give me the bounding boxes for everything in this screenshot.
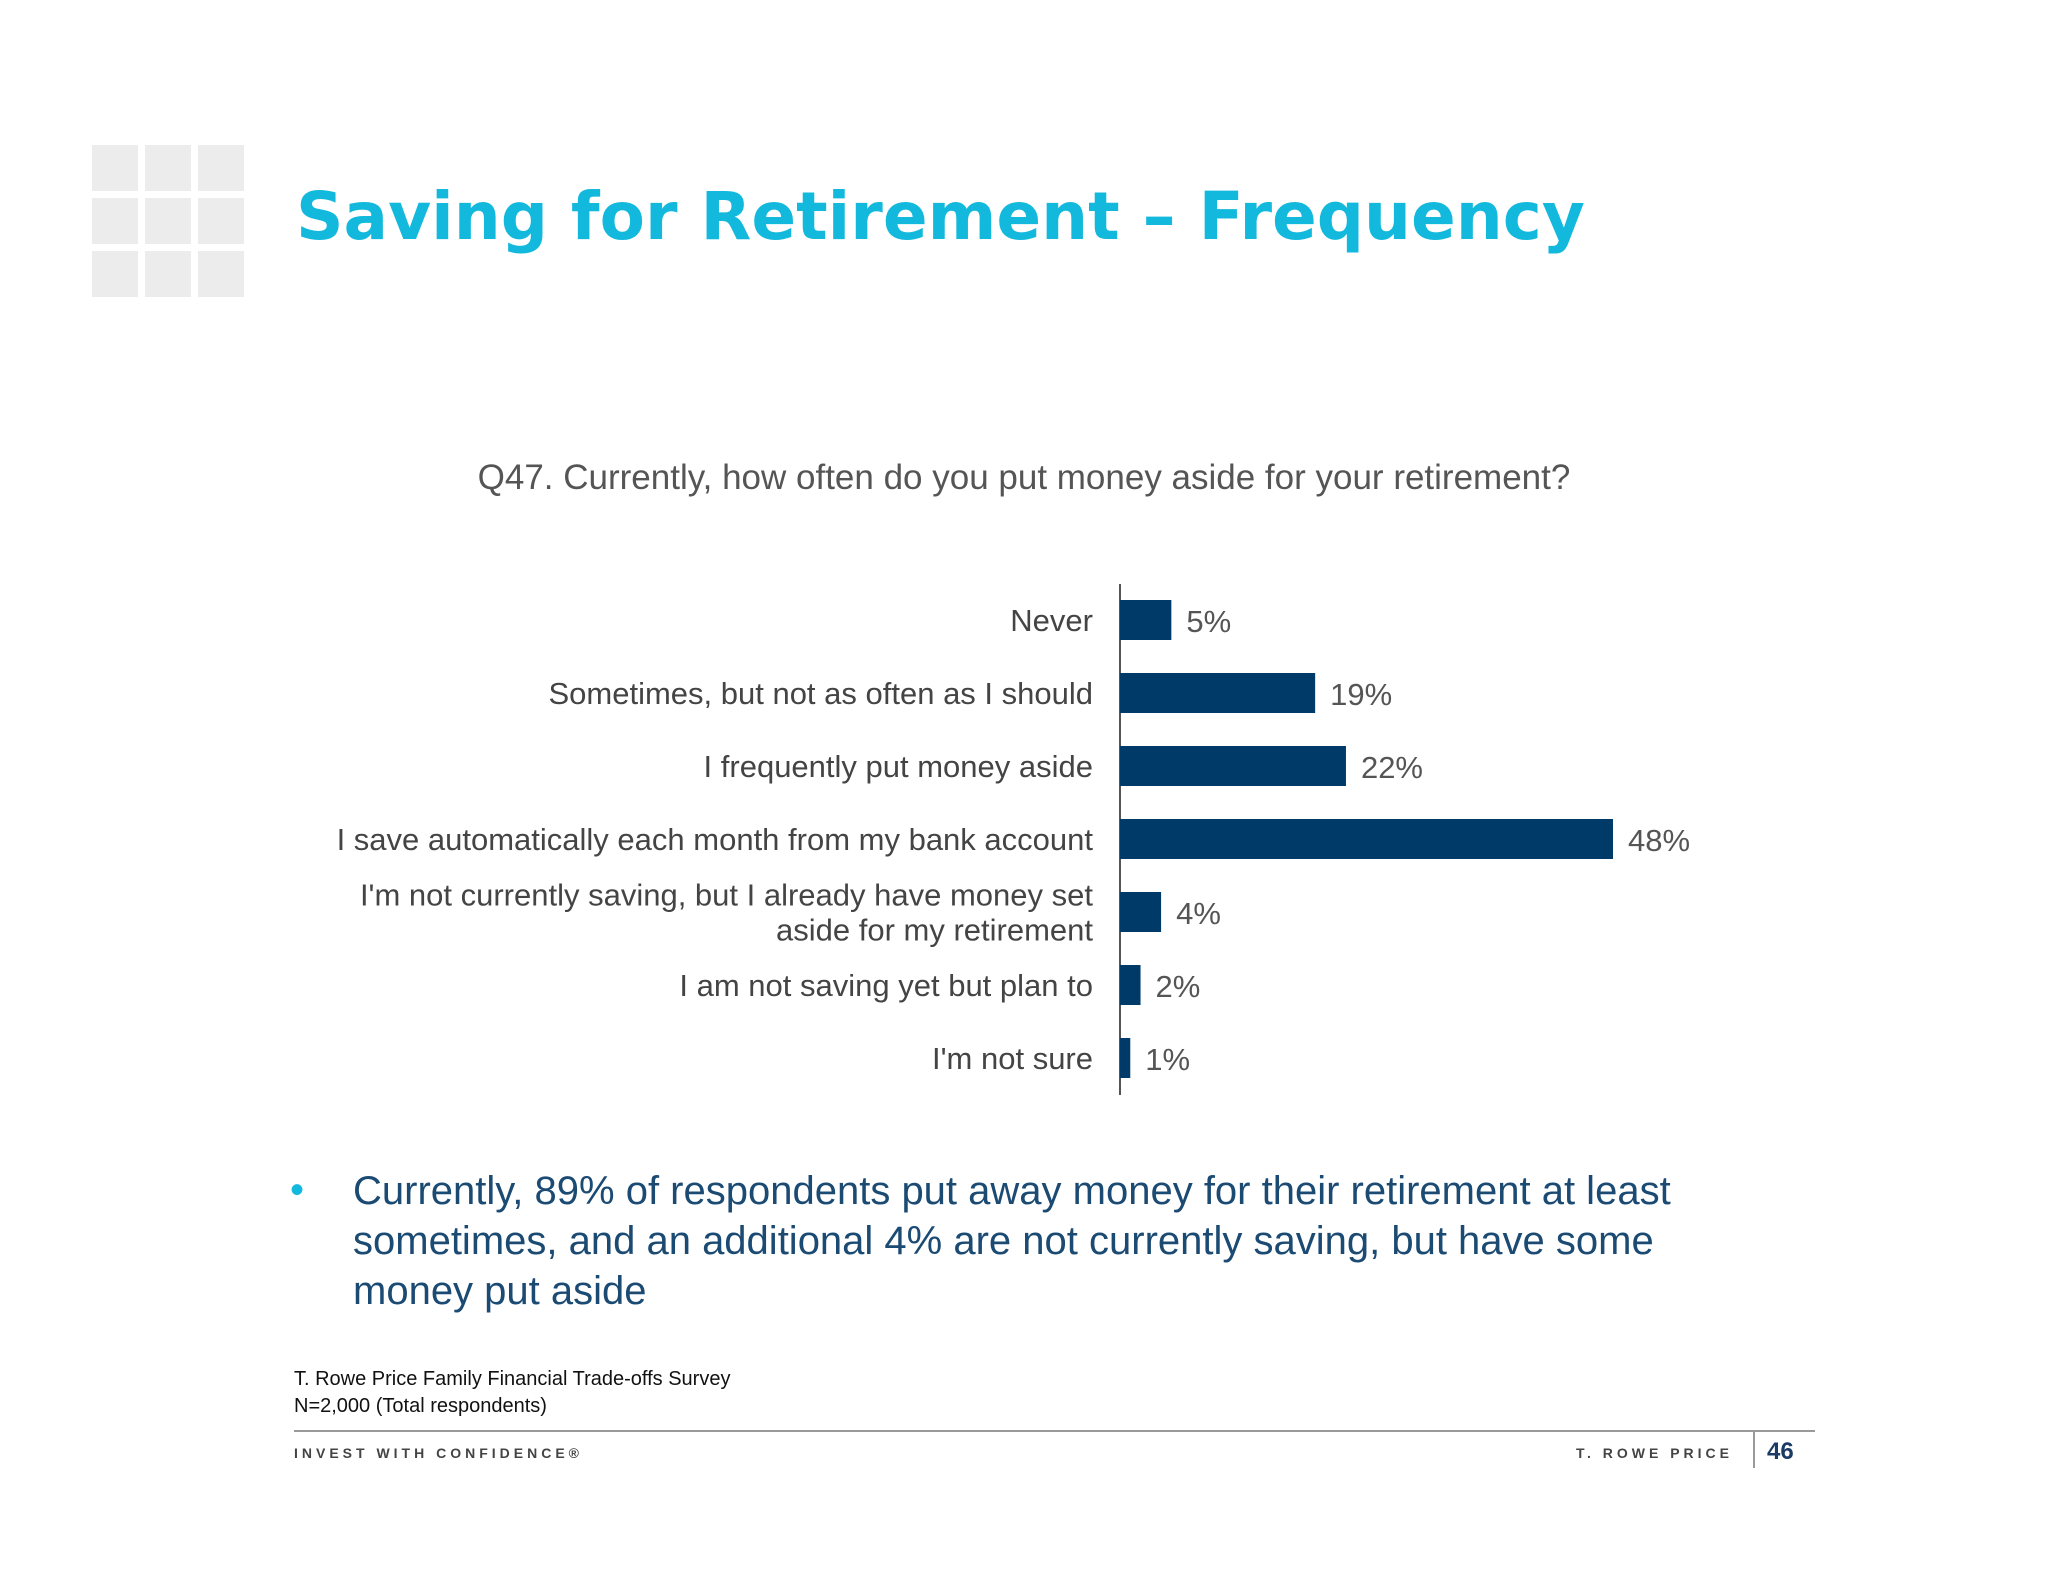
- data-label-6: 1%: [1145, 1042, 1190, 1077]
- footer-divider-line: [294, 1430, 1815, 1432]
- source-line-1: T. Rowe Price Family Financial Trade-off…: [294, 1368, 731, 1390]
- page-number: 46: [1767, 1438, 1794, 1465]
- category-label-4: I'm not currently saving, but I already …: [360, 878, 1093, 948]
- bar-5: [1120, 965, 1141, 1005]
- bar-1: [1120, 673, 1316, 713]
- category-label-3: I save automatically each month from my …: [337, 822, 1094, 857]
- footer-brand: T. ROWE PRICE: [1576, 1445, 1734, 1461]
- data-label-4: 4%: [1176, 896, 1221, 931]
- bar-3: [1120, 819, 1613, 859]
- data-label-2: 22%: [1361, 750, 1423, 785]
- page-title: Saving for Retirement – Frequency: [296, 178, 1585, 255]
- bullet-marker: •: [290, 1168, 305, 1212]
- survey-question: Q47. Currently, how often do you put mon…: [477, 458, 1571, 497]
- category-label-1: Sometimes, but not as often as I should: [548, 676, 1093, 711]
- key-finding-text: Currently, 89% of respondents put away m…: [353, 1169, 1671, 1313]
- source-line-2: N=2,000 (Total respondents): [294, 1395, 547, 1417]
- category-label-2: I frequently put money aside: [704, 749, 1093, 784]
- data-label-3: 48%: [1628, 823, 1690, 858]
- bar-2: [1120, 746, 1346, 786]
- grid-logo-icon: [92, 145, 244, 297]
- footer-vertical-divider: [1753, 1432, 1755, 1468]
- data-label-0: 5%: [1186, 604, 1231, 639]
- bar-4: [1120, 892, 1162, 932]
- bar-6: [1120, 1038, 1131, 1078]
- category-label-5: I am not saving yet but plan to: [679, 968, 1093, 1003]
- data-label-1: 19%: [1330, 677, 1392, 712]
- category-label-6: I'm not sure: [932, 1041, 1093, 1076]
- footer-tagline: INVEST WITH CONFIDENCE®: [294, 1445, 583, 1461]
- bar-0: [1120, 600, 1172, 640]
- source-note: T. Rowe Price Family Financial Trade-off…: [294, 1366, 730, 1420]
- bar-chart: 5% Never 19% Sometimes, but not as often as…: [337, 584, 1690, 1095]
- category-label-0: Never: [1010, 603, 1093, 638]
- data-label-5: 2%: [1156, 969, 1201, 1004]
